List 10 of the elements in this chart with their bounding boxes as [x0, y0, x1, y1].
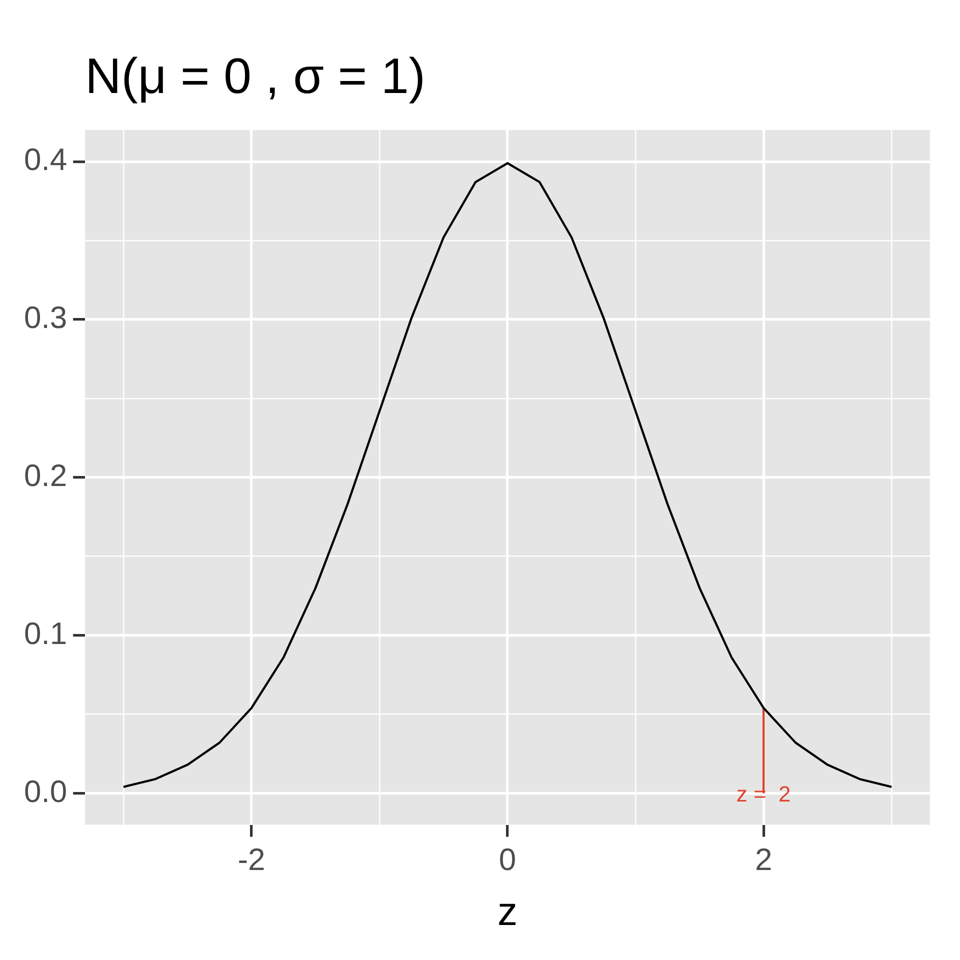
y-tick-label: 0.1 [24, 616, 68, 651]
y-tick-label: 0.0 [24, 774, 68, 809]
x-tick-label: 2 [754, 842, 772, 877]
chart-title: N(μ = 0 , σ = 1) [85, 48, 426, 104]
x-tick-label: -2 [238, 842, 266, 877]
y-tick-label: 0.4 [24, 142, 68, 178]
x-tick-label: 0 [498, 842, 516, 877]
y-tick-label: 0.2 [24, 458, 68, 493]
y-tick-label: 0.3 [24, 300, 68, 336]
x-axis-title: z [498, 890, 518, 934]
